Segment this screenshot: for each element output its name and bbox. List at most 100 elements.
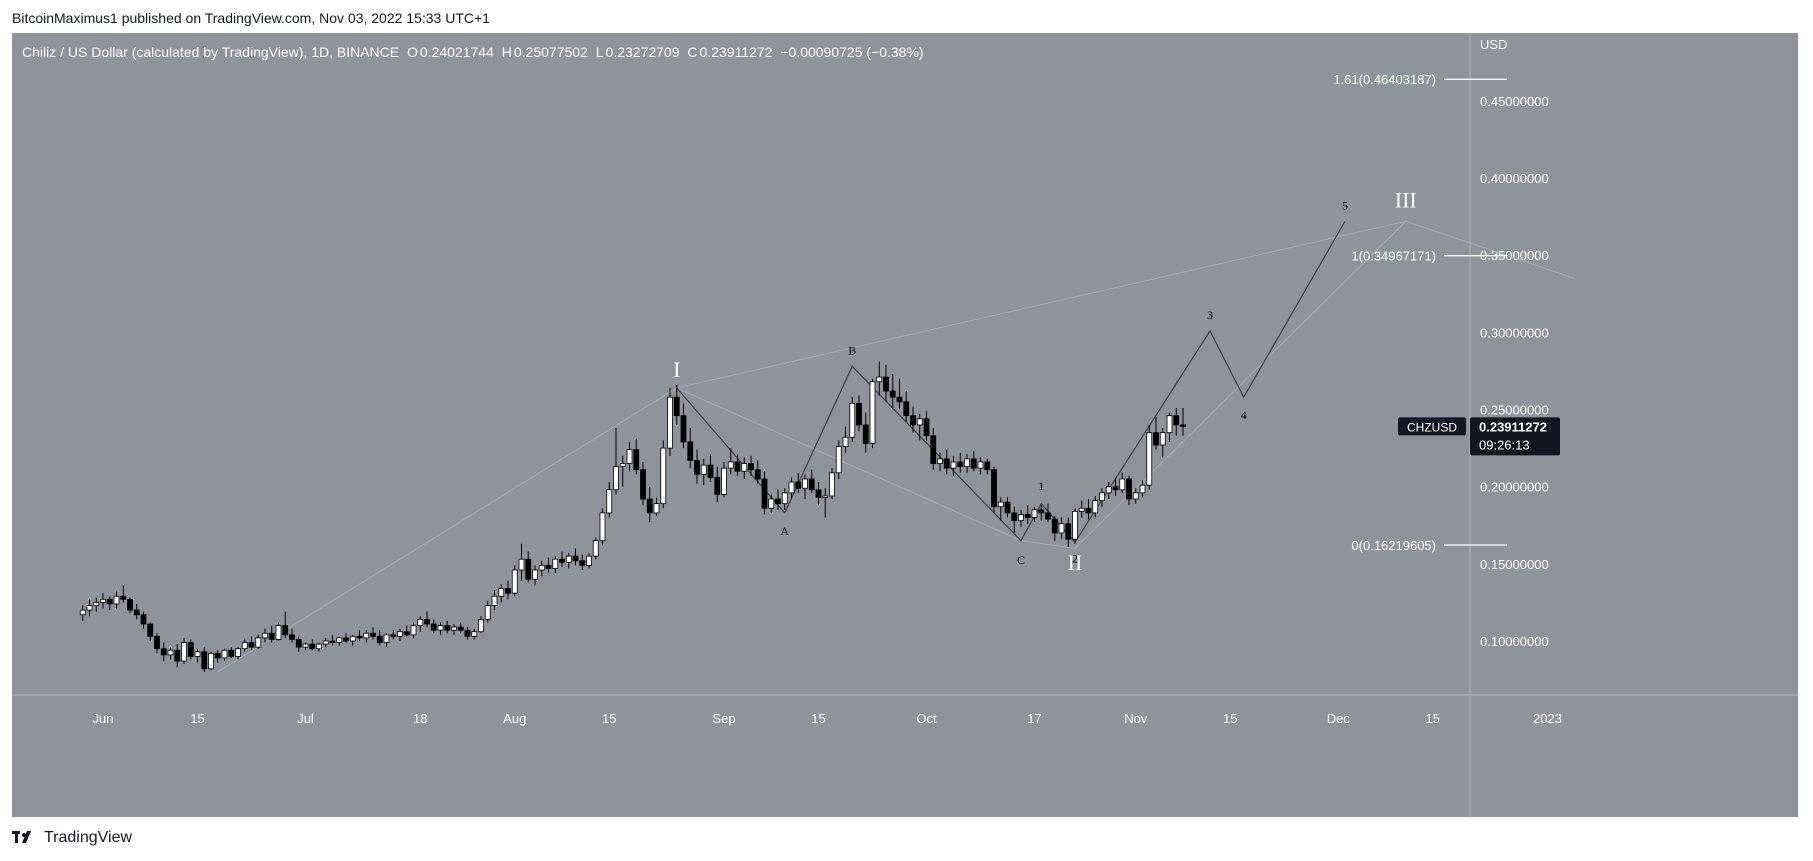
candle-up <box>221 649 228 659</box>
candle-up <box>606 489 613 514</box>
candle-down <box>775 498 781 505</box>
candle-up <box>1099 492 1105 501</box>
candle-up <box>1058 523 1065 534</box>
wave-label-C: C <box>1017 553 1025 567</box>
candle-up <box>349 635 356 642</box>
candle-up <box>667 396 673 449</box>
candle-down <box>923 418 930 437</box>
candle-up <box>1119 478 1126 491</box>
wave-label-3: 3 <box>1207 308 1213 322</box>
time-tick-label: Jun <box>93 711 114 726</box>
time-tick-label: 18 <box>413 711 427 726</box>
candle-down <box>795 481 802 489</box>
candle-up <box>1139 484 1146 494</box>
candle-down <box>214 652 221 659</box>
candle-down <box>1011 512 1018 522</box>
candle-down <box>856 402 862 426</box>
candle-up <box>613 466 619 491</box>
candle-up <box>1072 510 1078 540</box>
candle-down <box>154 635 160 650</box>
close-label: C <box>687 44 698 60</box>
candle-up <box>977 461 984 469</box>
candle-down <box>694 460 700 475</box>
change-value: −0.00090725 (−0.38%) <box>780 44 924 60</box>
candle-up <box>700 464 707 475</box>
candle-up <box>471 631 478 637</box>
candle-up <box>964 458 970 468</box>
time-tick-label: Jul <box>297 711 314 726</box>
candle-down <box>734 461 741 472</box>
time-tick-label: Oct <box>916 711 937 726</box>
candle-down <box>889 390 896 398</box>
candle-down <box>957 461 964 468</box>
candle-up <box>768 498 775 509</box>
chart-area[interactable]: USD 0.45000000 0.40000000 0.35000000 0.30000… <box>12 33 1798 817</box>
candle-down <box>1065 523 1072 540</box>
time-tick-label: Sep <box>712 711 735 726</box>
candle-up <box>586 555 592 566</box>
candle-down <box>761 478 768 509</box>
candle-up <box>93 602 100 606</box>
candle-up <box>532 569 538 580</box>
wave-label-I: I <box>673 357 680 382</box>
candle-up <box>876 376 883 383</box>
candle-down <box>228 649 235 657</box>
candle-down <box>910 415 916 426</box>
current-price-tag[interactable] <box>1470 417 1560 456</box>
wave-label-2: 2 <box>1072 552 1078 566</box>
candle-down <box>268 632 275 640</box>
candle-down <box>444 625 451 631</box>
candle-down <box>356 635 363 639</box>
candle-up <box>363 632 370 639</box>
candle-down <box>289 634 295 640</box>
candle-up <box>788 481 795 494</box>
candle-down <box>295 639 302 648</box>
candle-down <box>147 623 154 637</box>
candle-down <box>464 629 471 637</box>
candle-down <box>559 558 565 563</box>
candle-up <box>437 625 444 631</box>
candle-down <box>1112 486 1119 491</box>
candle-up <box>869 381 876 444</box>
candle-up <box>397 631 403 637</box>
candle-down <box>140 614 147 625</box>
candle-down <box>754 469 761 480</box>
candle-down <box>343 637 349 642</box>
candle-up <box>829 472 835 497</box>
candle-down <box>370 632 376 637</box>
candle-up <box>619 463 626 468</box>
time-tick-label: Nov <box>1124 711 1148 726</box>
candle-up <box>916 418 923 426</box>
candle-down <box>984 461 991 471</box>
chart-svg[interactable]: USD0.450000000.400000000.350000000.30000… <box>12 33 1798 817</box>
wave-label-B: B <box>848 343 856 357</box>
candle-up <box>484 605 491 620</box>
close-value: 0.23911272 <box>699 44 773 60</box>
price-tick-label: 0.45000000 <box>1480 94 1549 109</box>
candle-down <box>970 458 977 469</box>
candle-up <box>336 637 343 643</box>
candle-down <box>579 560 586 566</box>
time-tick-label: 15 <box>1426 711 1440 726</box>
candle-up <box>181 642 187 662</box>
candle-down <box>1180 424 1186 427</box>
candle-up <box>1166 415 1173 434</box>
candle-up <box>835 446 842 474</box>
candle-down <box>430 623 437 631</box>
candle-up <box>1078 507 1085 512</box>
published-header: BitcoinMaximus1 published on TradingView… <box>12 10 490 26</box>
time-tick-label: 17 <box>1027 711 1041 726</box>
footer-brand: TradingView <box>44 829 133 846</box>
candle-up <box>518 558 525 571</box>
candle-down <box>572 555 579 562</box>
time-tick-label: 2023 <box>1533 711 1562 726</box>
candle-up <box>275 625 282 640</box>
candle-down <box>943 458 950 469</box>
candle-down <box>1051 518 1058 534</box>
candle-down <box>403 631 410 636</box>
candle-up <box>322 640 329 645</box>
candle-down <box>174 649 181 662</box>
candle-down <box>1173 415 1180 426</box>
candle-down <box>903 401 910 417</box>
open-value: 0.24021744 <box>419 44 494 60</box>
